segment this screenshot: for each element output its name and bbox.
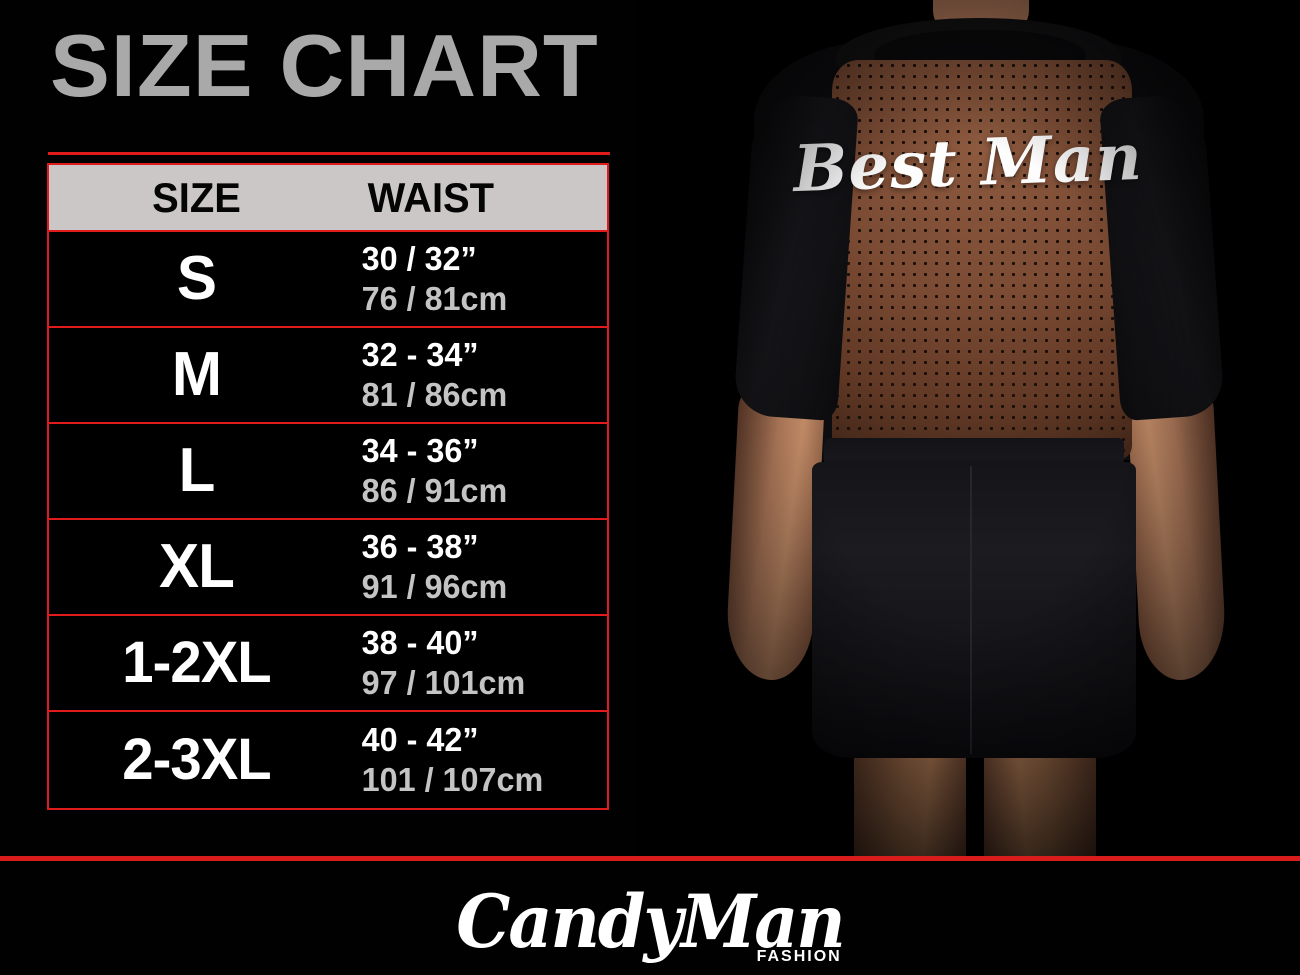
product-photo: Best Man: [636, 0, 1300, 856]
cell-size: 2-3XL: [122, 727, 271, 792]
cell-size: M: [171, 340, 222, 409]
cell-size: XL: [159, 532, 235, 601]
garment-skirt-seam: [970, 466, 972, 754]
cell-waist-cm: 101 / 107cm: [361, 761, 544, 798]
cell-waist: 34 - 36” 86 / 91cm: [344, 431, 602, 512]
footer-divider-rule: [0, 856, 1300, 861]
cell-waist-cm: 91 / 96cm: [361, 568, 508, 605]
cell-waist-cm: 81 / 86cm: [361, 376, 508, 413]
cell-waist-inches: 40 - 42”: [361, 720, 479, 758]
size-chart-table: SIZE WAIST S 30 / 32” 76 / 81cm M 32 - 3…: [47, 163, 609, 810]
table-row: 1-2XL 38 - 40” 97 / 101cm: [49, 616, 607, 712]
mesh-dot-pattern: [832, 60, 1132, 460]
mesh-back-panel: [832, 60, 1132, 460]
column-header-waist: WAIST: [367, 173, 495, 221]
cell-waist-inches: 38 - 40”: [361, 623, 479, 661]
cell-waist-inches: 30 / 32”: [361, 239, 477, 277]
cell-waist-cm: 76 / 81cm: [361, 280, 508, 317]
table-row: M 32 - 34” 81 / 86cm: [49, 328, 607, 424]
table-row: 2-3XL 40 - 42” 101 / 107cm: [49, 712, 607, 808]
column-header-size: SIZE: [152, 173, 241, 221]
model-left-arm: [724, 377, 826, 683]
garment-skirt: [812, 462, 1136, 758]
cell-waist: 32 - 34” 81 / 86cm: [344, 335, 602, 416]
cell-waist-inches: 32 - 34”: [361, 335, 479, 373]
cell-waist-inches: 34 - 36”: [361, 431, 479, 469]
table-row: L 34 - 36” 86 / 91cm: [49, 424, 607, 520]
cell-waist-cm: 86 / 91cm: [361, 472, 508, 509]
cell-waist-inches: 36 - 38”: [361, 527, 479, 565]
table-row: S 30 / 32” 76 / 81cm: [49, 232, 607, 328]
model-right-arm: [1126, 377, 1228, 683]
cell-size: L: [178, 436, 216, 505]
cell-waist-cm: 97 / 101cm: [361, 664, 526, 701]
page-title: SIZE CHART: [50, 16, 599, 115]
brand-tagline: FASHION: [756, 947, 842, 965]
cell-waist: 30 / 32” 76 / 81cm: [344, 239, 602, 320]
cell-waist: 38 - 40” 97 / 101cm: [344, 623, 602, 704]
title-underline-rule: [48, 152, 610, 155]
cell-waist: 40 - 42” 101 / 107cm: [344, 720, 602, 801]
cell-size: S: [176, 244, 217, 313]
table-row: XL 36 - 38” 91 / 96cm: [49, 520, 607, 616]
brand-logo: CandyMan FASHION: [0, 868, 1300, 975]
brand-name: CandyMan: [456, 878, 845, 965]
cell-size: 1-2XL: [122, 630, 271, 695]
brand-logo-inner: CandyMan FASHION: [456, 878, 845, 965]
table-header-row: SIZE WAIST: [49, 165, 607, 232]
cell-waist: 36 - 38” 91 / 96cm: [344, 527, 602, 608]
